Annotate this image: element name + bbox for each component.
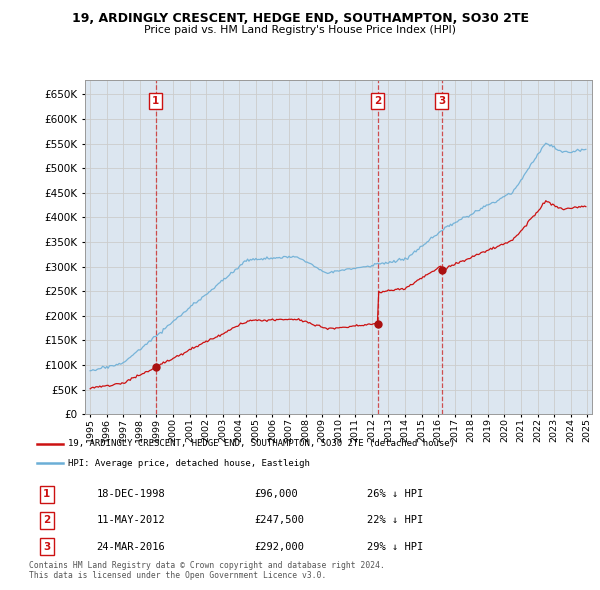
- Text: 19, ARDINGLY CRESCENT, HEDGE END, SOUTHAMPTON, SO30 2TE (detached house): 19, ARDINGLY CRESCENT, HEDGE END, SOUTHA…: [68, 440, 455, 448]
- Text: 26% ↓ HPI: 26% ↓ HPI: [367, 490, 424, 499]
- Text: 11-MAY-2012: 11-MAY-2012: [97, 516, 165, 526]
- Text: 2: 2: [43, 516, 50, 526]
- Text: 2: 2: [374, 96, 382, 106]
- Text: HPI: Average price, detached house, Eastleigh: HPI: Average price, detached house, East…: [68, 459, 310, 468]
- Text: £292,000: £292,000: [254, 542, 304, 552]
- Text: £247,500: £247,500: [254, 516, 304, 526]
- Text: £96,000: £96,000: [254, 490, 298, 499]
- Text: 18-DEC-1998: 18-DEC-1998: [97, 490, 165, 499]
- Text: 1: 1: [43, 490, 50, 499]
- Text: 29% ↓ HPI: 29% ↓ HPI: [367, 542, 424, 552]
- Text: Price paid vs. HM Land Registry's House Price Index (HPI): Price paid vs. HM Land Registry's House …: [144, 25, 456, 35]
- Text: Contains HM Land Registry data © Crown copyright and database right 2024.
This d: Contains HM Land Registry data © Crown c…: [29, 560, 385, 580]
- Text: 19, ARDINGLY CRESCENT, HEDGE END, SOUTHAMPTON, SO30 2TE: 19, ARDINGLY CRESCENT, HEDGE END, SOUTHA…: [71, 12, 529, 25]
- Text: 3: 3: [43, 542, 50, 552]
- Text: 1: 1: [152, 96, 160, 106]
- Text: 3: 3: [438, 96, 446, 106]
- Text: 24-MAR-2016: 24-MAR-2016: [97, 542, 165, 552]
- Text: 22% ↓ HPI: 22% ↓ HPI: [367, 516, 424, 526]
